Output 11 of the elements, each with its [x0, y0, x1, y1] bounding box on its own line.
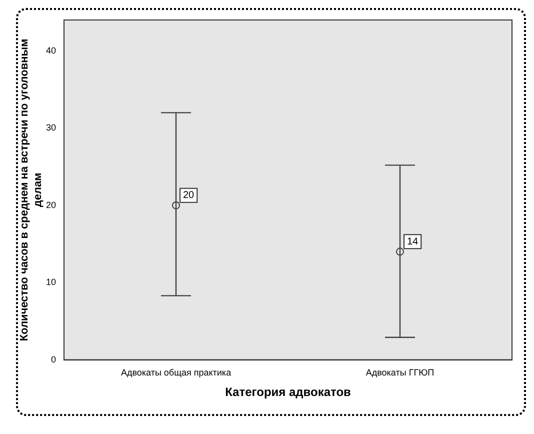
x-axis-title: Категория адвокатов — [225, 385, 351, 400]
y-tick-label: 0 — [50, 354, 56, 364]
y-tick-label: 30 — [46, 122, 56, 133]
y-tick-label: 20 — [46, 200, 56, 210]
data-label: 20 — [183, 190, 195, 202]
x-tick-label: Адвокаты ГГЮП — [366, 368, 434, 378]
data-label: 14 — [407, 236, 419, 248]
y-tick-label: 10 — [46, 277, 56, 288]
x-tick-label: Адвокаты общая практика — [120, 368, 232, 378]
y-tick-label: 40 — [46, 45, 56, 56]
y-axis-title: Количество часов в среднем на встречи по уголовным делам — [18, 38, 44, 342]
